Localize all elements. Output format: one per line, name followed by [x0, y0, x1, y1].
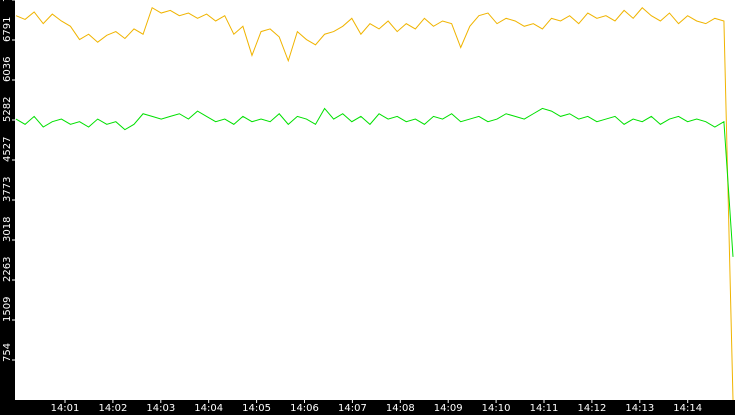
x-axis-band [0, 400, 735, 415]
y-tick-label: 3773 [2, 177, 13, 202]
y-tick-label: 7546 [2, 0, 13, 2]
y-tick-label: 3018 [2, 217, 13, 242]
y-tick-label: 754 [2, 343, 13, 362]
x-tick-label: 14:14 [673, 403, 702, 414]
x-tick-label: 14:01 [51, 403, 80, 414]
x-tick-label: 14:07 [338, 403, 367, 414]
x-tick-label: 14:09 [434, 403, 463, 414]
y-axis-band [0, 0, 15, 415]
x-tick-label: 14:08 [386, 403, 415, 414]
y-tick-label: 2263 [2, 257, 13, 282]
y-tick-label: 4527 [2, 137, 13, 162]
x-tick-label: 14:06 [290, 403, 319, 414]
x-tick-label: 14:11 [530, 403, 559, 414]
x-tick-label: 14:10 [482, 403, 511, 414]
x-tick-label: 14:12 [577, 403, 606, 414]
series-line [15, 6, 734, 401]
x-tick-label: 14:03 [146, 403, 175, 414]
x-tick-label: 14:04 [194, 403, 223, 414]
y-tick-label: 6791 [2, 17, 13, 42]
x-tick-label: 14:02 [98, 403, 127, 414]
y-tick-label: 5282 [2, 97, 13, 122]
y-tick-label: 6036 [2, 57, 13, 82]
y-tick-label: 1509 [2, 297, 13, 322]
x-tick-label: 14:05 [242, 403, 271, 414]
x-tick-label: 14:13 [625, 403, 654, 414]
series-line [15, 107, 734, 257]
